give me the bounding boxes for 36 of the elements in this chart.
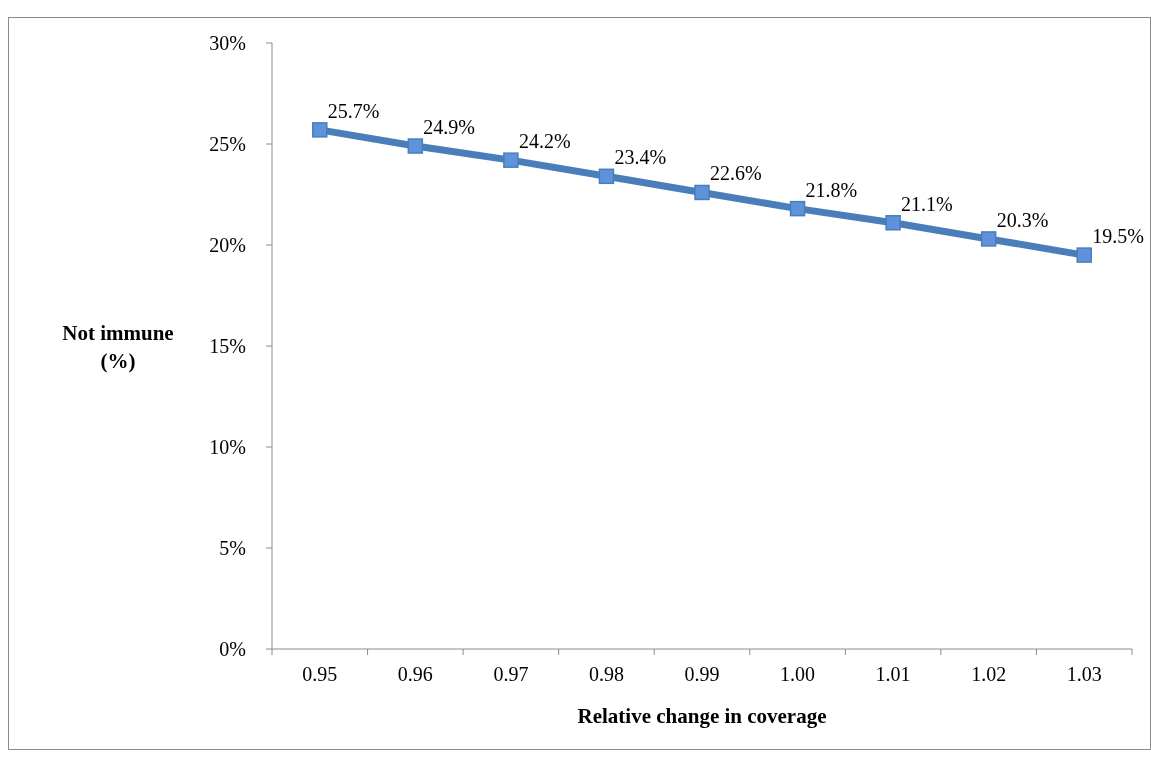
point xyxy=(503,152,519,168)
x-tick-label: 0.97 xyxy=(493,663,529,685)
data-label: 23.4% xyxy=(614,146,667,169)
x-tick-label: 0.96 xyxy=(397,663,433,685)
point xyxy=(312,122,328,138)
point xyxy=(598,168,615,185)
y-tick-label: 15% xyxy=(209,335,246,357)
data-label: 24.9% xyxy=(423,116,476,139)
x-axis-title: Relative change in coverage xyxy=(577,704,827,728)
y-axis-title: Not immune (%) xyxy=(62,321,174,373)
x-tick-label: 1.03 xyxy=(1066,663,1102,685)
point xyxy=(885,215,901,231)
data-label: 21.1% xyxy=(901,192,953,215)
point xyxy=(407,138,424,154)
x-tick-label: 0.95 xyxy=(302,663,338,685)
point xyxy=(980,231,997,247)
data-label: 19.5% xyxy=(1092,225,1144,248)
data-label: 22.6% xyxy=(710,162,762,185)
point xyxy=(789,200,806,217)
data-label: 21.8% xyxy=(805,178,858,201)
y-tick-label: 10% xyxy=(209,436,246,458)
data-label: 25.7% xyxy=(327,99,380,122)
x-tick-label: 1.01 xyxy=(875,663,911,685)
point xyxy=(1076,247,1092,263)
y-tick-label: 20% xyxy=(209,234,246,256)
point xyxy=(694,184,710,201)
data-label: 20.3% xyxy=(996,208,1049,231)
x-tick-label: 1.00 xyxy=(780,663,816,685)
x-tick-label: 0.98 xyxy=(588,663,624,685)
y-tick-label: 0% xyxy=(219,638,246,660)
y-tick-label: 30% xyxy=(209,32,246,54)
x-tick-label: 0.99 xyxy=(684,663,720,685)
data-label: 24.2% xyxy=(518,130,571,153)
y-tick-label: 5% xyxy=(219,537,246,559)
y-tick-label: 25% xyxy=(209,133,246,155)
x-tick-label: 1.02 xyxy=(971,663,1007,685)
